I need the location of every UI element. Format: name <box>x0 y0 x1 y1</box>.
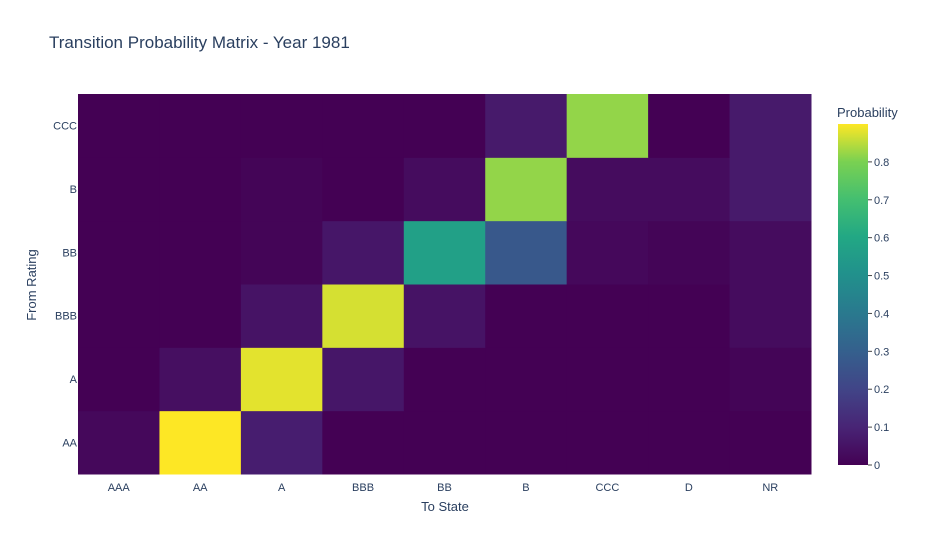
heatmap-cell-bbb-bbb <box>322 284 405 348</box>
heatmap-cell-aa-b <box>485 410 568 475</box>
x-tick-label: BBB <box>352 482 374 494</box>
heatmap-cell-bb-d <box>648 220 731 285</box>
colorbar-tick-label: 0.8 <box>874 157 889 169</box>
colorbar-tick-label: 0.6 <box>874 233 889 245</box>
heatmap-cell-b-aa <box>159 157 242 222</box>
heatmap-cell-bb-aa <box>159 220 242 285</box>
y-tick-label: CCC <box>53 121 77 133</box>
heatmap-cell-bbb-a <box>240 284 323 348</box>
x-tick-label: AA <box>193 482 208 494</box>
heatmap-cell-b-bb <box>403 157 486 222</box>
heatmap-cell-a-bb <box>403 347 486 412</box>
heatmap-cell-b-aaa <box>78 157 160 222</box>
y-tick-label: B <box>70 184 77 196</box>
y-tick-label: BB <box>62 247 77 259</box>
heatmap-cell-b-bbb <box>322 157 405 222</box>
heatmap-cell-bb-nr <box>729 220 812 285</box>
heatmap-cell-bb-bbb <box>322 220 405 285</box>
y-axis-title: From Rating <box>24 249 39 321</box>
x-tick-label: AAA <box>108 482 131 494</box>
colorbar <box>838 124 868 465</box>
heatmap-cell-aa-a <box>240 410 323 475</box>
heatmap-cell-aa-bbb <box>322 410 405 475</box>
heatmap-cell-ccc-bb <box>403 94 486 158</box>
heatmap-cell-aa-aa <box>159 410 242 475</box>
heatmap-cell-bbb-aaa <box>78 284 160 348</box>
heatmap-cell-bb-a <box>240 220 323 285</box>
colorbar-tick-label: 0.7 <box>874 195 889 207</box>
heatmap-cell-b-a <box>240 157 323 222</box>
heatmap-cell-ccc-nr <box>729 94 812 158</box>
heatmap-cell-aa-aaa <box>78 410 160 475</box>
heatmap-cell-aa-d <box>648 410 731 475</box>
colorbar-tick-label: 0.5 <box>874 271 889 283</box>
heatmap-cell-a-nr <box>729 347 812 412</box>
colorbar-tick-label: 0 <box>874 460 880 472</box>
heatmap-cell-a-aaa <box>78 347 160 412</box>
colorbar-title: Probability <box>837 105 898 120</box>
heatmap-cell-a-d <box>648 347 731 412</box>
heatmap-cell-bbb-nr <box>729 284 812 348</box>
heatmap-cell-a-aa <box>159 347 242 412</box>
x-axis-title: To State <box>421 499 469 514</box>
x-tick-label: BB <box>437 482 452 494</box>
heatmap-cell-b-d <box>648 157 731 222</box>
x-tick-label: D <box>685 482 693 494</box>
heatmap-cell-bbb-bb <box>403 284 486 348</box>
heatmap-cell-aa-ccc <box>566 410 649 475</box>
x-tick-label: A <box>278 482 286 494</box>
heatmap-cell-b-ccc <box>566 157 649 222</box>
x-tick-label: B <box>522 482 529 494</box>
y-tick-label: AA <box>62 437 77 449</box>
heatmap-cell-a-a <box>240 347 323 412</box>
heatmap-cell-bb-aaa <box>78 220 160 285</box>
x-tick-label: CCC <box>595 482 619 494</box>
chart-title: Transition Probability Matrix - Year 198… <box>49 33 350 52</box>
heatmap-cell-bbb-aa <box>159 284 242 348</box>
heatmap-cell-ccc-ccc <box>566 94 649 158</box>
colorbar-tick-labels: 0 0.1 0.2 0.3 0.4 0.5 0.6 0.7 0.8 <box>868 157 889 472</box>
heatmap-cell-bb-bb <box>403 220 486 285</box>
heatmap-cell-aa-bb <box>403 410 486 475</box>
heatmap-cell-ccc-aa <box>159 94 242 158</box>
y-tick-label: A <box>70 374 78 386</box>
heatmap-cell-bbb-d <box>648 284 731 348</box>
colorbar-tick-label: 0.4 <box>874 308 889 320</box>
heatmap-cell-aa-nr <box>729 410 812 475</box>
heatmap-cell-ccc-bbb <box>322 94 405 158</box>
heatmap-cell-a-ccc <box>566 347 649 412</box>
heatmap-cell-ccc-d <box>648 94 731 158</box>
heatmap-cell-ccc-b <box>485 94 568 158</box>
heatmap-cell-bbb-ccc <box>566 284 649 348</box>
heatmap-cell-a-bbb <box>322 347 405 412</box>
heatmap-cell-bbb-b <box>485 284 568 348</box>
heatmap-cell-ccc-a <box>240 94 323 158</box>
colorbar-tick-label: 0.3 <box>874 346 889 358</box>
heatmap-cell-b-nr <box>729 157 812 222</box>
colorbar-tick-label: 0.2 <box>874 384 889 396</box>
heatmap-cell-ccc-aaa <box>78 94 160 158</box>
heatmap-cell-a-b <box>485 347 568 412</box>
heatmap-cell-bb-b <box>485 220 568 285</box>
x-tick-labels: AAA AA A BBB BB B CCC D NR <box>108 482 779 494</box>
x-tick-label: NR <box>762 482 778 494</box>
heatmap-cell-bb-ccc <box>566 220 649 285</box>
colorbar-tick-label: 0.1 <box>874 422 889 434</box>
y-tick-label: BBB <box>55 311 77 323</box>
heatmap-cells <box>78 94 812 475</box>
heatmap-cell-b-b <box>485 157 568 222</box>
